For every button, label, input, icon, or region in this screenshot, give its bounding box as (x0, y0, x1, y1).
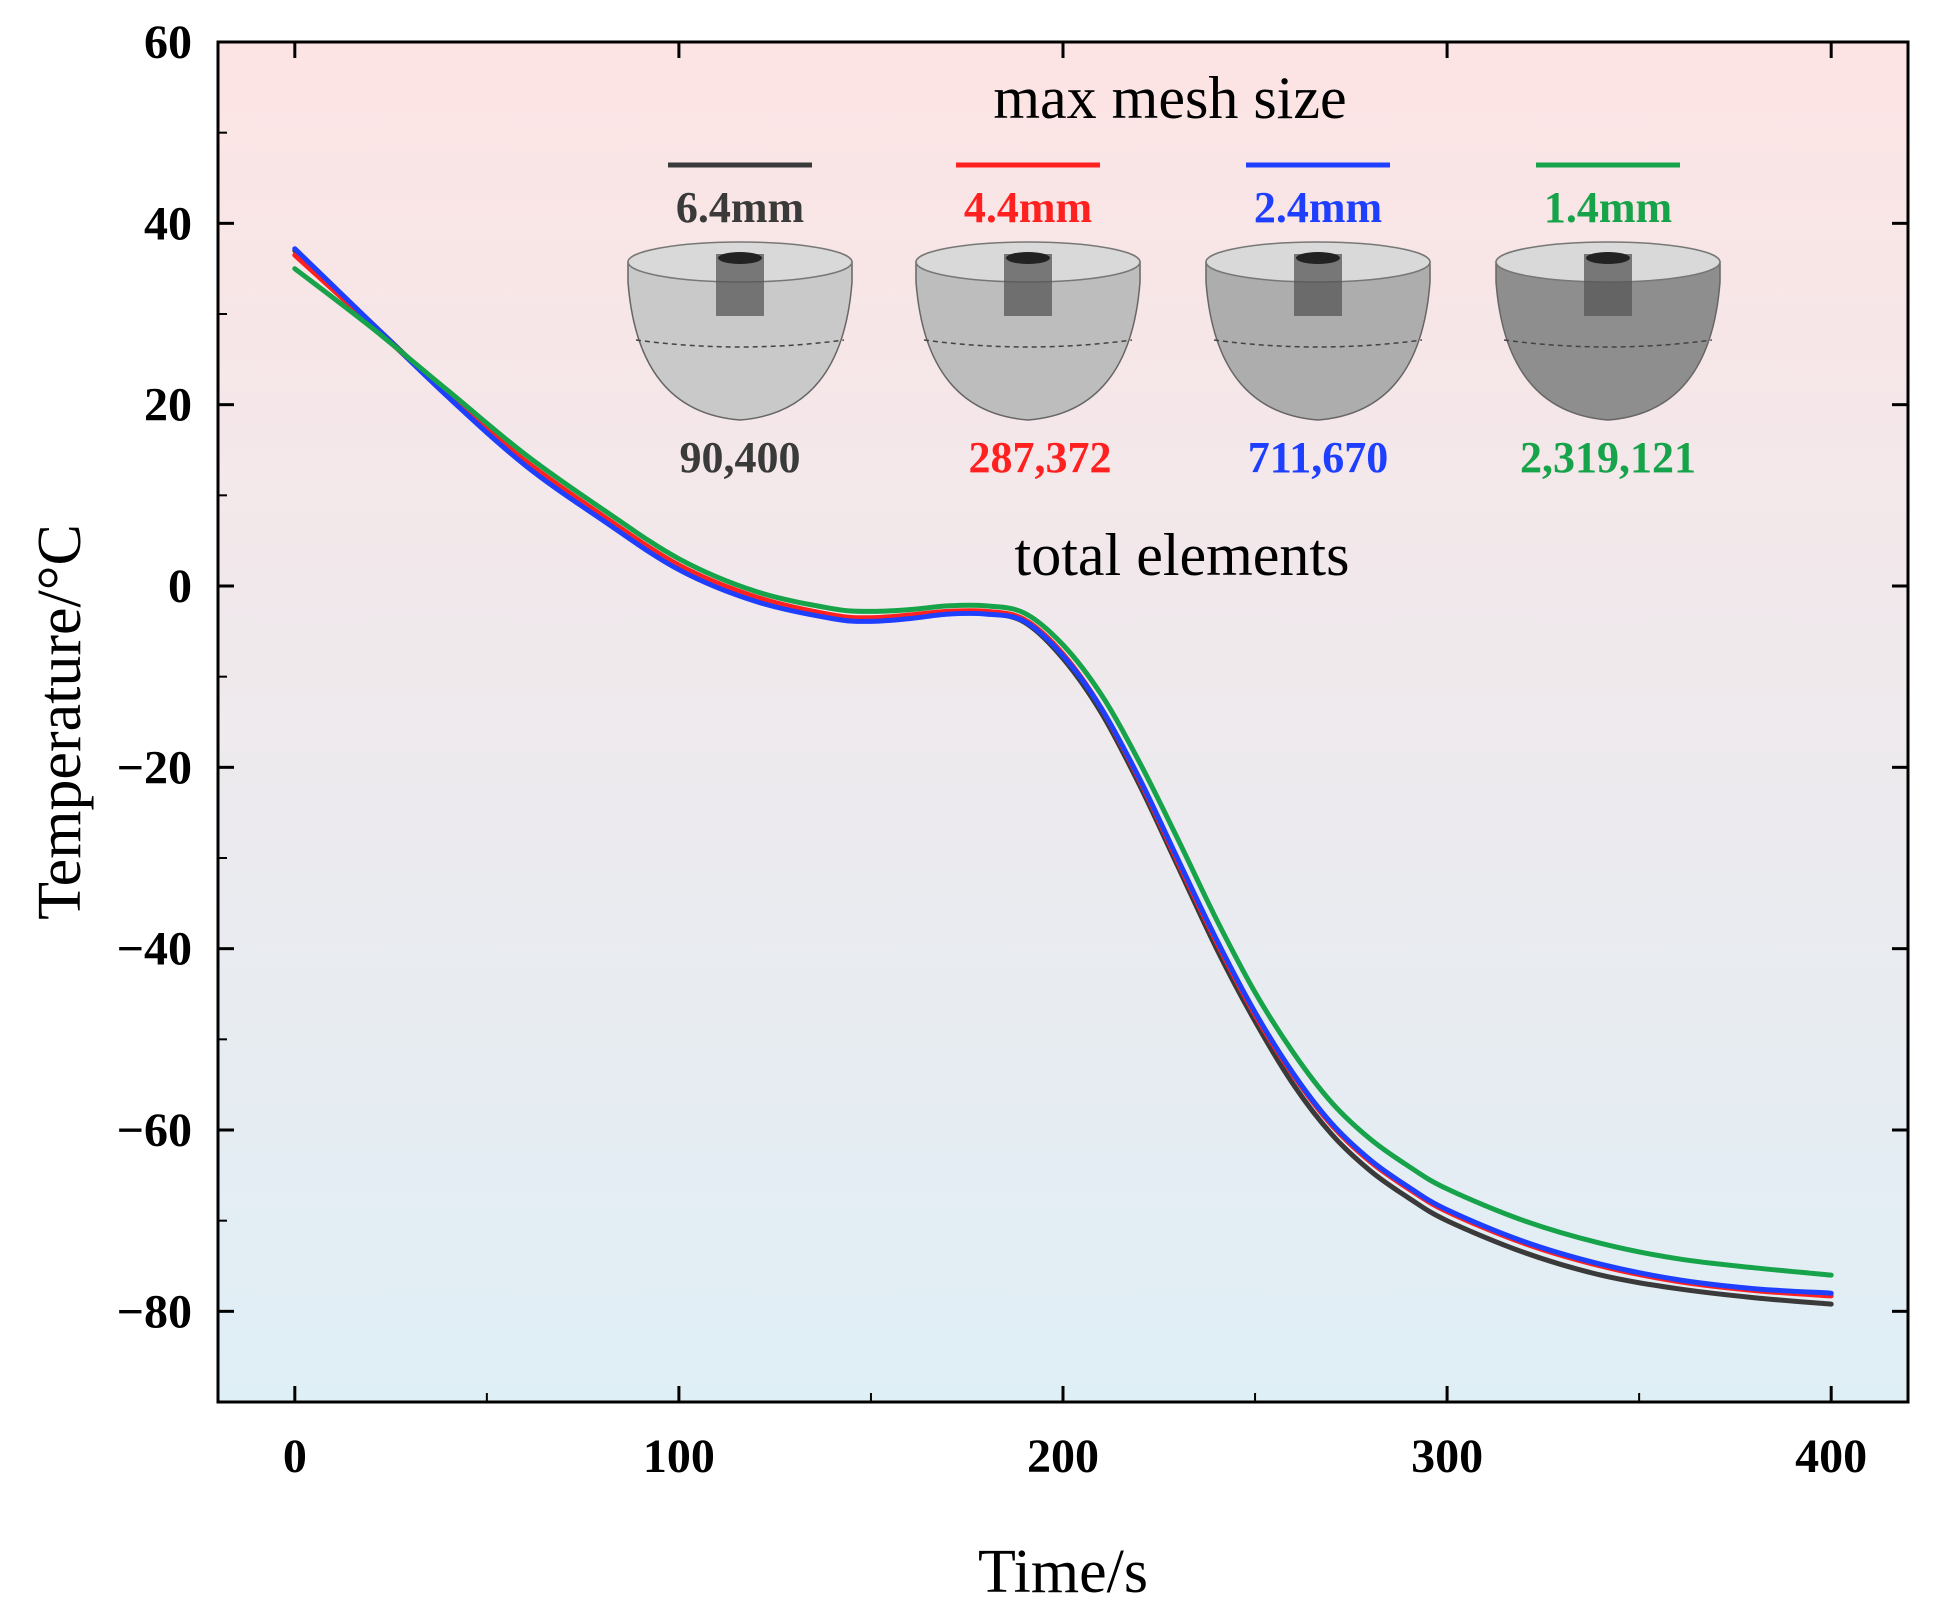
legend-entry-2-4mm: 2.4mm 711,670 (1205, 162, 1431, 482)
x-tick-label: 100 (643, 1430, 715, 1483)
legend-entry-6-4mm: 6.4mm 90,400 (627, 162, 853, 482)
legend-mesh-size-label: 1.4mm (1544, 183, 1672, 232)
y-axis-title: Temperature/°C (26, 524, 94, 920)
y-tick-label: 20 (144, 379, 192, 432)
x-axis-title: Time/s (978, 1538, 1148, 1606)
mesh-hemisphere-image (915, 241, 1141, 421)
x-tick-label: 200 (1027, 1430, 1099, 1483)
y-tick-label: 40 (144, 197, 192, 250)
legend: 6.4mm 90,400 4.4mm 287,372 2.4mm 711,670 1.4mm… (627, 162, 1721, 482)
series-layer (292, 246, 1834, 1307)
legend-title-total-elements: total elements (1015, 522, 1350, 588)
legend-mesh-size-label: 6.4mm (676, 183, 804, 232)
legend-mesh-size-label: 2.4mm (1254, 183, 1382, 232)
legend-element-count-label: 90,400 (680, 433, 801, 482)
legend-element-count-label: 711,670 (1248, 433, 1389, 482)
series-line-1-4mm (292, 266, 1834, 1278)
legend-element-count-label: 287,372 (969, 433, 1112, 482)
y-tick-label: −60 (117, 1104, 192, 1157)
mesh-hemisphere-image (627, 241, 853, 421)
x-tick-label: 300 (1411, 1430, 1483, 1483)
legend-element-count-label: 2,319,121 (1520, 433, 1696, 482)
y-tick-label: −20 (117, 741, 192, 794)
y-tick-label: −80 (117, 1285, 192, 1338)
series-line-2-4mm (292, 246, 1834, 1296)
mesh-hemisphere-image (1205, 241, 1431, 421)
legend-entry-4-4mm: 4.4mm 287,372 (915, 162, 1141, 482)
y-tick-label: 60 (144, 16, 192, 69)
legend-title-max-mesh-size: max mesh size (993, 65, 1346, 131)
x-tick-label: 0 (283, 1430, 307, 1483)
legend-mesh-size-label: 4.4mm (964, 183, 1092, 232)
y-tick-label: −40 (117, 923, 192, 976)
legend-entry-1-4mm: 1.4mm 2,319,121 (1495, 162, 1721, 482)
y-tick-label: 0 (168, 560, 192, 613)
x-tick-label: 400 (1795, 1430, 1867, 1483)
mesh-hemisphere-image (1495, 241, 1721, 421)
